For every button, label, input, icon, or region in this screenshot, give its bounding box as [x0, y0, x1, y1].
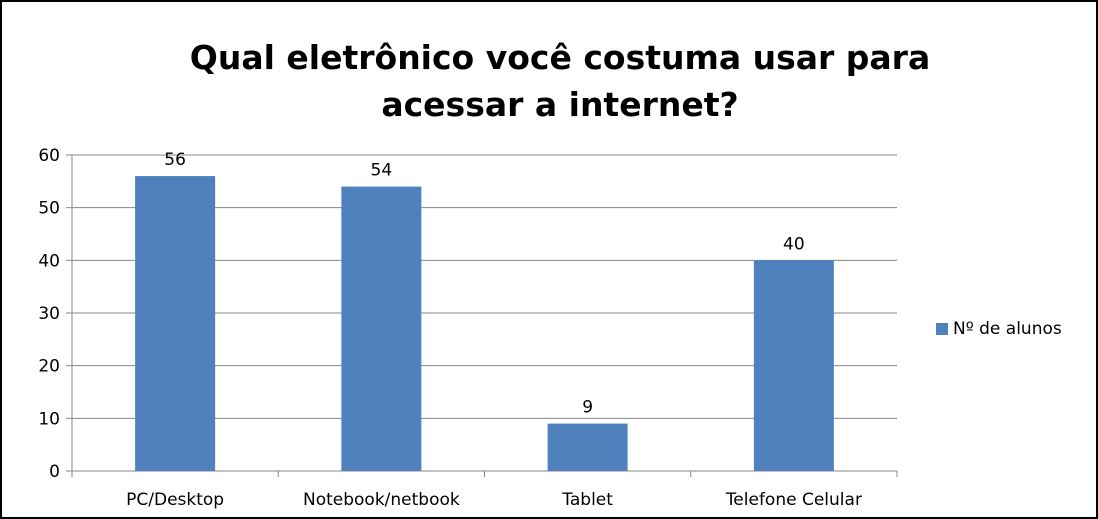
- bar: [341, 186, 422, 471]
- legend-swatch: [936, 323, 948, 335]
- y-tick-label: 10: [38, 409, 60, 429]
- y-tick-label: 30: [38, 304, 60, 324]
- bar: [753, 260, 834, 471]
- x-tick-label: Telefone Celular: [725, 490, 862, 510]
- y-tick-label: 50: [38, 199, 60, 219]
- data-label: 9: [582, 398, 593, 418]
- y-tick-label: 40: [38, 251, 60, 271]
- y-tick-label: 0: [49, 462, 60, 482]
- legend-label: Nº de alunos: [953, 319, 1062, 339]
- data-label: 40: [783, 234, 805, 254]
- chart-title-line-1: Qual eletrônico você costuma usar para: [189, 38, 931, 77]
- data-label: 54: [371, 161, 393, 181]
- legend: Nº de alunos: [936, 319, 1062, 339]
- bar: [135, 176, 216, 472]
- bar: [547, 423, 628, 471]
- data-label: 56: [164, 150, 186, 170]
- x-tick-label: PC/Desktop: [126, 490, 224, 510]
- x-tick-label: Notebook/netbook: [303, 490, 460, 510]
- x-tick-label: Tablet: [561, 490, 613, 510]
- y-tick-label: 60: [38, 146, 60, 166]
- chart-title-line-2: acessar a internet?: [381, 85, 739, 124]
- chart-title: Qual eletrônico você costuma usar para a…: [2, 34, 1098, 128]
- y-tick-label: 20: [38, 357, 60, 377]
